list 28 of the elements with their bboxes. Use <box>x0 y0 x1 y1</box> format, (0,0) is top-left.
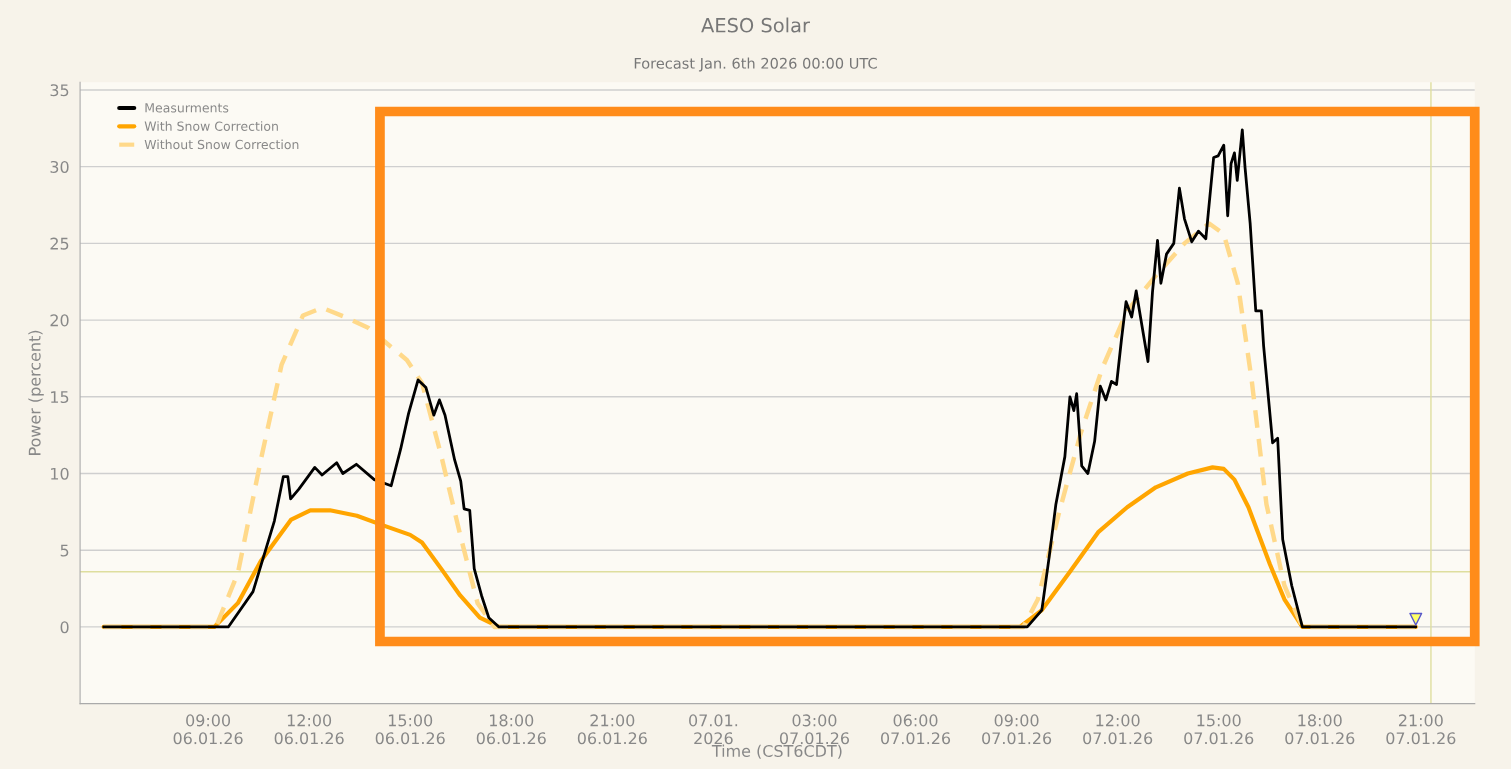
x-tick-label: 18:00 07.01.26 <box>1285 714 1355 745</box>
x-tick-label: 07.01. 2026 <box>689 714 738 745</box>
x-tick-label: 03:00 07.01.26 <box>779 714 850 745</box>
y-tick-label: 15 <box>51 391 69 404</box>
x-tick-label: 15:00 07.01.26 <box>1184 714 1254 745</box>
y-tick-label: 25 <box>50 237 69 250</box>
x-tick-label: 12:00 07.01.26 <box>1083 714 1153 745</box>
chart-title: AESO Solar <box>701 17 810 33</box>
y-tick-label: 5 <box>60 544 69 557</box>
x-tick-label: 21:00 07.01.26 <box>1386 714 1456 745</box>
x-tick-label: 09:00 06.01.26 <box>173 714 243 745</box>
chart-subtitle: Forecast Jan. 6th 2026 00:00 UTC <box>634 57 877 72</box>
x-tick-label: 15:00 06.01.26 <box>375 714 445 745</box>
y-axis-title: Power (percent) <box>28 330 44 455</box>
y-tick-label: 0 <box>60 621 69 634</box>
x-tick-label: 12:00 06.01.26 <box>274 714 344 745</box>
x-tick-label: 09:00 07.01.26 <box>982 714 1052 745</box>
y-tick-label: 10 <box>51 467 69 480</box>
y-tick-label: 30 <box>50 160 69 173</box>
x-tick-label: 18:00 06.01.26 <box>476 714 546 745</box>
x-tick-label: 06:00 07.01.26 <box>881 714 951 745</box>
legend-label: With Snow Correction <box>144 121 278 131</box>
legend-label: Without Snow Correction <box>144 139 299 150</box>
x-tick-label: 21:00 06.01.26 <box>577 714 647 745</box>
y-tick-label: 20 <box>50 314 69 327</box>
x-axis-title: Time (CST6CDT) <box>711 744 842 759</box>
legend-label: Measurments <box>145 103 229 113</box>
y-tick-label: 35 <box>50 84 69 97</box>
